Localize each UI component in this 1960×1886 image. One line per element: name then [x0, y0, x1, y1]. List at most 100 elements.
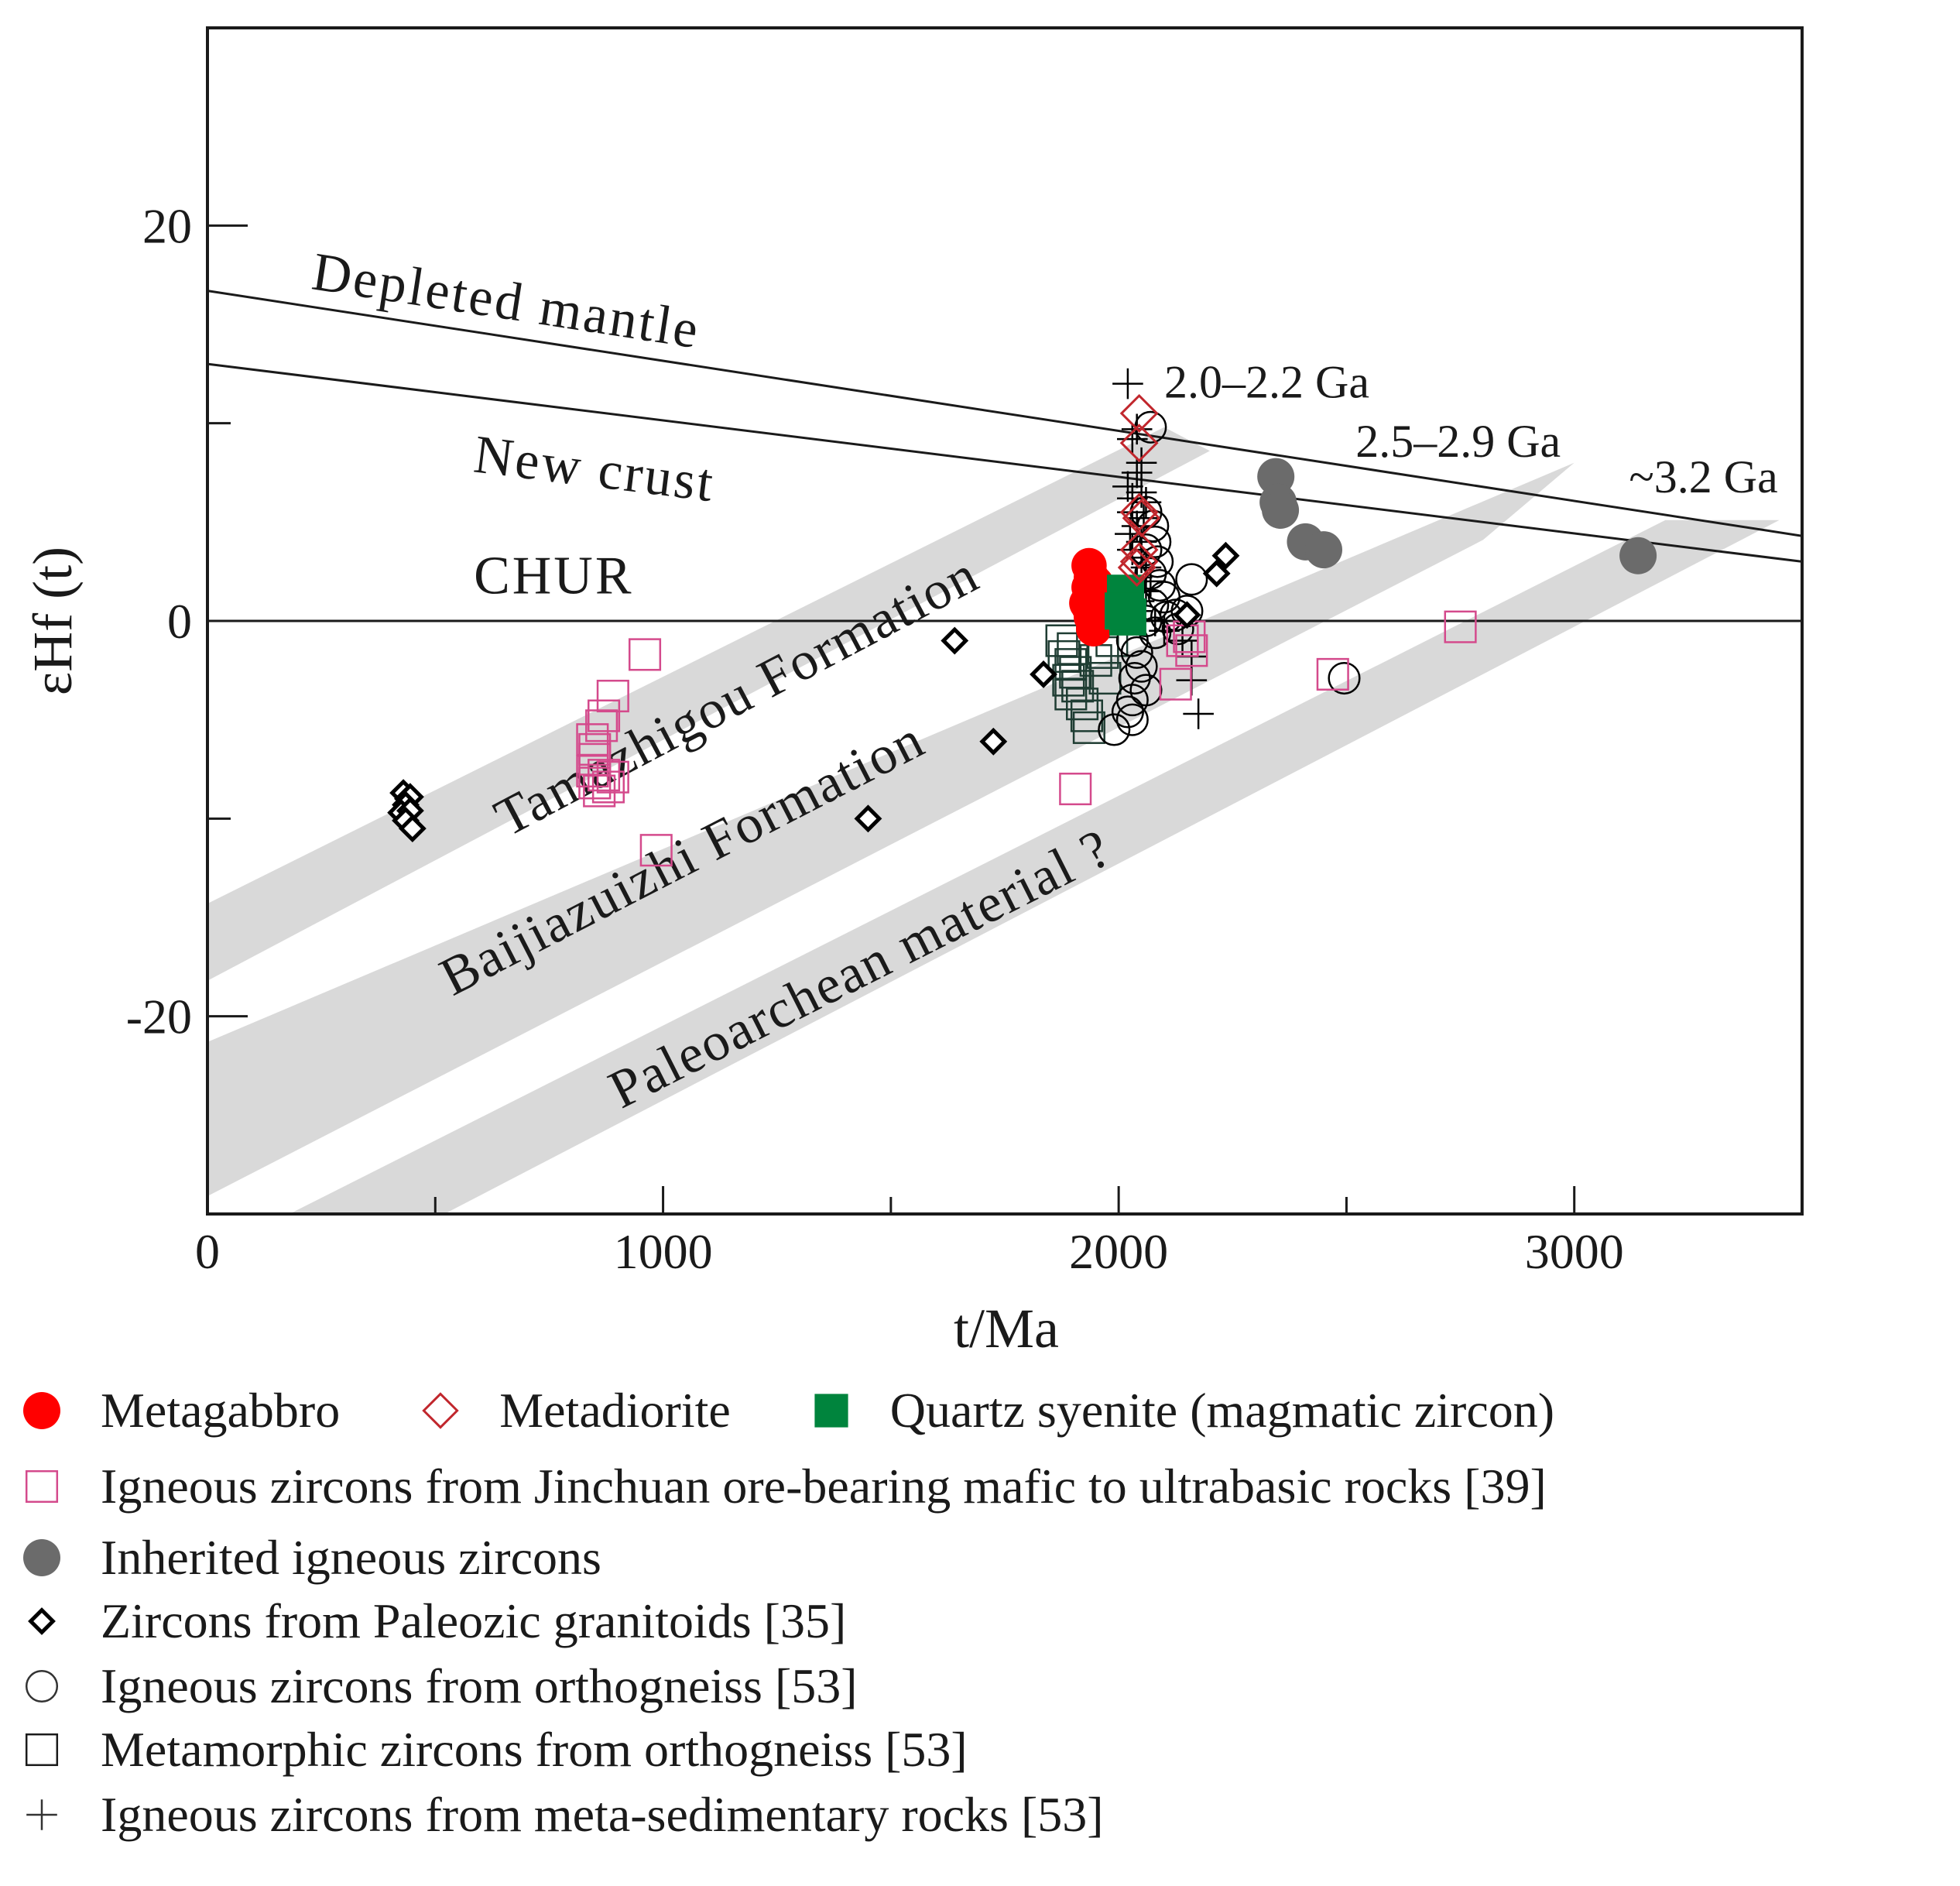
data-point	[854, 804, 882, 833]
data-point	[583, 774, 616, 808]
filled-circle-icon	[22, 1538, 62, 1578]
legend-row: Metamorphic zircons from orthogneiss [53…	[22, 1725, 1048, 1775]
open-diamond-icon	[420, 1390, 461, 1431]
legend-symbol	[23, 1539, 60, 1576]
x-axis-title: t/Ma	[954, 1298, 1059, 1360]
data-point	[596, 760, 629, 794]
series-zircons-from-paleozic-granitoids-35	[387, 541, 1240, 843]
legend-row: Zircons from Paleozic granitoids [35]	[22, 1596, 927, 1646]
data-point	[591, 770, 625, 804]
data-point	[1128, 502, 1160, 534]
data-point	[1119, 393, 1159, 433]
evolution-bands	[207, 427, 1780, 1214]
age-label: ~3.2 Ga	[1629, 451, 1777, 502]
x-tick-label: 2000	[1069, 1224, 1168, 1279]
data-point	[1175, 634, 1208, 667]
data-point	[1118, 661, 1151, 695]
legend-symbol	[23, 1392, 60, 1429]
legend-item-metamorphic-zircons-from-orthogneiss-53: Metamorphic zircons from orthogneiss [53…	[22, 1725, 968, 1775]
data-point	[628, 638, 662, 671]
x-tick-label: 3000	[1525, 1224, 1624, 1279]
data-point	[1052, 664, 1085, 697]
data-point	[1117, 548, 1156, 587]
legend-item-quartz-syenite-magmatic-zircon: Quartz syenite (magmatic zircon)	[811, 1386, 1554, 1435]
depleted-mantle-label: Depleted mantle	[308, 242, 704, 361]
age-label: 2.0–2.2 Ga	[1164, 356, 1369, 407]
data-point	[1444, 610, 1477, 643]
chur-label: CHUR	[474, 546, 633, 605]
legend-label: Inherited igneous zircons	[101, 1530, 601, 1585]
y-axis-title: εHf (t)	[22, 547, 84, 695]
data-point	[1111, 695, 1144, 729]
data-point	[1112, 368, 1143, 399]
series-quartz-syenite-magmatic-zircon	[1105, 574, 1146, 636]
legend-label: Metadiorite	[499, 1383, 731, 1438]
legend-label: Igneous zircons from Jinchuan ore-bearin…	[101, 1459, 1547, 1514]
data-point	[588, 699, 621, 732]
data-point	[585, 709, 618, 742]
data-points	[387, 368, 1657, 867]
legend-label: Metamorphic zircons from orthogneiss [53…	[101, 1722, 968, 1777]
data-point	[1183, 698, 1214, 729]
open-square-icon	[22, 1730, 62, 1770]
age-label: 2.5–2.9 Ga	[1355, 416, 1561, 467]
age-labels: 2.0–2.2 Ga 2.5–2.9 Ga ~3.2 Ga	[1164, 356, 1778, 502]
open-square-icon	[22, 1466, 62, 1507]
legend-row: Igneous zircons from meta-sedimentary ro…	[22, 1790, 1184, 1840]
legend-row: Metagabbro Metadiorite Quartz syenite (mag…	[22, 1386, 1635, 1435]
legend-item-igneous-zircons-from-jinchuan-ore-bearing-mafic-to-ultrabasic-rocks-39: Igneous zircons from Jinchuan ore-bearin…	[22, 1462, 1547, 1511]
series-metagabbro	[1069, 547, 1114, 647]
reference-lines	[207, 290, 1802, 622]
data-point	[1262, 492, 1300, 530]
legend-symbol	[25, 1669, 59, 1703]
data-point	[1316, 657, 1349, 691]
data-point	[1119, 492, 1159, 532]
legend-row: Inherited igneous zircons	[22, 1533, 682, 1583]
data-point	[1112, 471, 1143, 502]
y-tick-label: -20	[126, 989, 192, 1044]
data-point	[1166, 624, 1199, 657]
data-point	[1030, 660, 1057, 688]
data-point	[1059, 772, 1092, 806]
data-point	[1072, 711, 1105, 744]
data-point	[1119, 423, 1159, 463]
legend-symbol	[422, 1392, 459, 1429]
data-point	[1117, 423, 1148, 454]
legend-row: Igneous zircons from orthogneiss [53]	[22, 1661, 938, 1711]
legend-label: Quartz syenite (magmatic zircon)	[889, 1383, 1555, 1438]
legend-item-inherited-igneous-zircons: Inherited igneous zircons	[22, 1533, 601, 1583]
band-baijiazuizhi-formation	[207, 462, 1575, 1196]
legend-label: Igneous zircons from meta-sedimentary ro…	[101, 1787, 1104, 1842]
data-point	[1115, 703, 1149, 736]
legend-item-metagabbro: Metagabbro	[22, 1386, 340, 1435]
series-inherited-igneous-zircons	[1257, 458, 1657, 574]
legend-symbol	[26, 1799, 57, 1830]
depleted-mantle-line	[207, 290, 1802, 537]
data-point	[1119, 542, 1159, 581]
data-point	[1066, 688, 1099, 721]
data-point	[1167, 625, 1198, 657]
data-point	[1175, 563, 1208, 596]
data-point	[596, 679, 629, 713]
legend-symbol	[28, 1607, 56, 1635]
data-point	[1159, 667, 1192, 701]
reference-line-labels: Depleted mantle New crust CHUR	[308, 242, 718, 606]
filled-square-icon	[811, 1390, 852, 1431]
data-point	[1061, 670, 1095, 703]
data-point	[639, 834, 673, 867]
data-point	[1070, 699, 1103, 732]
data-point	[1098, 713, 1131, 746]
x-tick-label: 1000	[614, 1224, 713, 1279]
data-point	[576, 723, 609, 756]
legend-row: Igneous zircons from Jinchuan ore-bearin…	[22, 1462, 1627, 1511]
open-circle-icon	[22, 1666, 62, 1706]
legend-label: Metagabbro	[101, 1383, 341, 1438]
band-tamazhigou-formation	[207, 427, 1210, 981]
series-metamorphic-zircons-from-orthogneiss-53	[1045, 595, 1131, 744]
series-igneous-zircons-from-jinchuan-ore-bearing-mafic-to-ultrabasic-rocks-39	[576, 610, 1477, 867]
y-tick-label: 20	[142, 198, 192, 253]
bold-diamond-icon	[22, 1601, 62, 1641]
legend-label: Igneous zircons from orthogneiss [53]	[101, 1658, 858, 1713]
plus-icon	[22, 1795, 62, 1835]
